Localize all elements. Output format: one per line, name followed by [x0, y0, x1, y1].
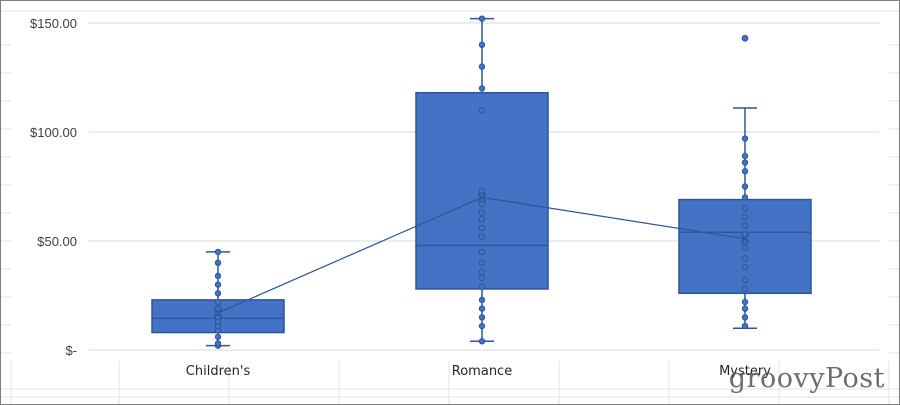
data-point — [741, 298, 749, 306]
data-point — [478, 296, 486, 304]
data-point — [478, 200, 486, 208]
data-point — [741, 263, 749, 271]
data-point — [478, 322, 486, 330]
data-point — [741, 244, 749, 251]
data-point — [478, 338, 486, 345]
data-point — [478, 274, 486, 282]
data-point — [214, 290, 222, 297]
data-point — [214, 305, 222, 312]
y-tick-label: $150.00 — [30, 16, 77, 31]
data-point — [741, 159, 749, 166]
data-point — [214, 272, 222, 280]
outlier-point — [741, 34, 749, 42]
data-point — [741, 168, 749, 175]
data-point — [214, 333, 222, 341]
data-point — [478, 283, 486, 290]
data-point — [741, 255, 749, 262]
data-point — [741, 135, 749, 142]
data-point — [478, 248, 486, 256]
data-point — [478, 305, 486, 312]
data-point — [741, 205, 749, 212]
y-tick-label: $100.00 — [30, 125, 77, 140]
category-label: Mystery — [719, 364, 771, 379]
data-point — [478, 233, 486, 240]
data-point — [214, 259, 222, 266]
data-point — [741, 285, 749, 293]
data-point — [741, 152, 749, 160]
data-point — [478, 209, 486, 216]
data-point — [741, 231, 749, 238]
data-point — [741, 314, 749, 321]
data-point — [741, 213, 749, 221]
data-point — [214, 248, 222, 256]
data-point — [214, 340, 222, 347]
data-point — [741, 194, 749, 201]
mean-marker — [213, 308, 223, 318]
data-point — [478, 259, 486, 266]
y-tick-label: $- — [65, 343, 77, 358]
category-label: Romance — [452, 364, 512, 379]
data-point — [741, 222, 749, 229]
mean-marker — [740, 234, 750, 244]
data-point — [741, 183, 749, 190]
data-point — [741, 277, 749, 284]
category-label: Children's — [186, 364, 251, 379]
data-point — [478, 63, 486, 70]
data-point — [478, 314, 486, 321]
data-point — [741, 305, 749, 312]
data-point — [741, 322, 749, 330]
data-point — [214, 298, 222, 306]
data-point — [478, 224, 486, 232]
data-point — [214, 281, 222, 288]
data-point — [478, 85, 486, 92]
data-point — [478, 107, 486, 114]
y-tick-label: $50.00 — [37, 234, 77, 249]
mean-marker — [477, 192, 487, 202]
data-point — [478, 187, 486, 195]
watermark-logo: groovyPost — [728, 363, 885, 394]
data-point — [478, 216, 486, 223]
data-point — [478, 41, 486, 48]
data-point — [478, 268, 486, 275]
data-point — [478, 15, 486, 22]
